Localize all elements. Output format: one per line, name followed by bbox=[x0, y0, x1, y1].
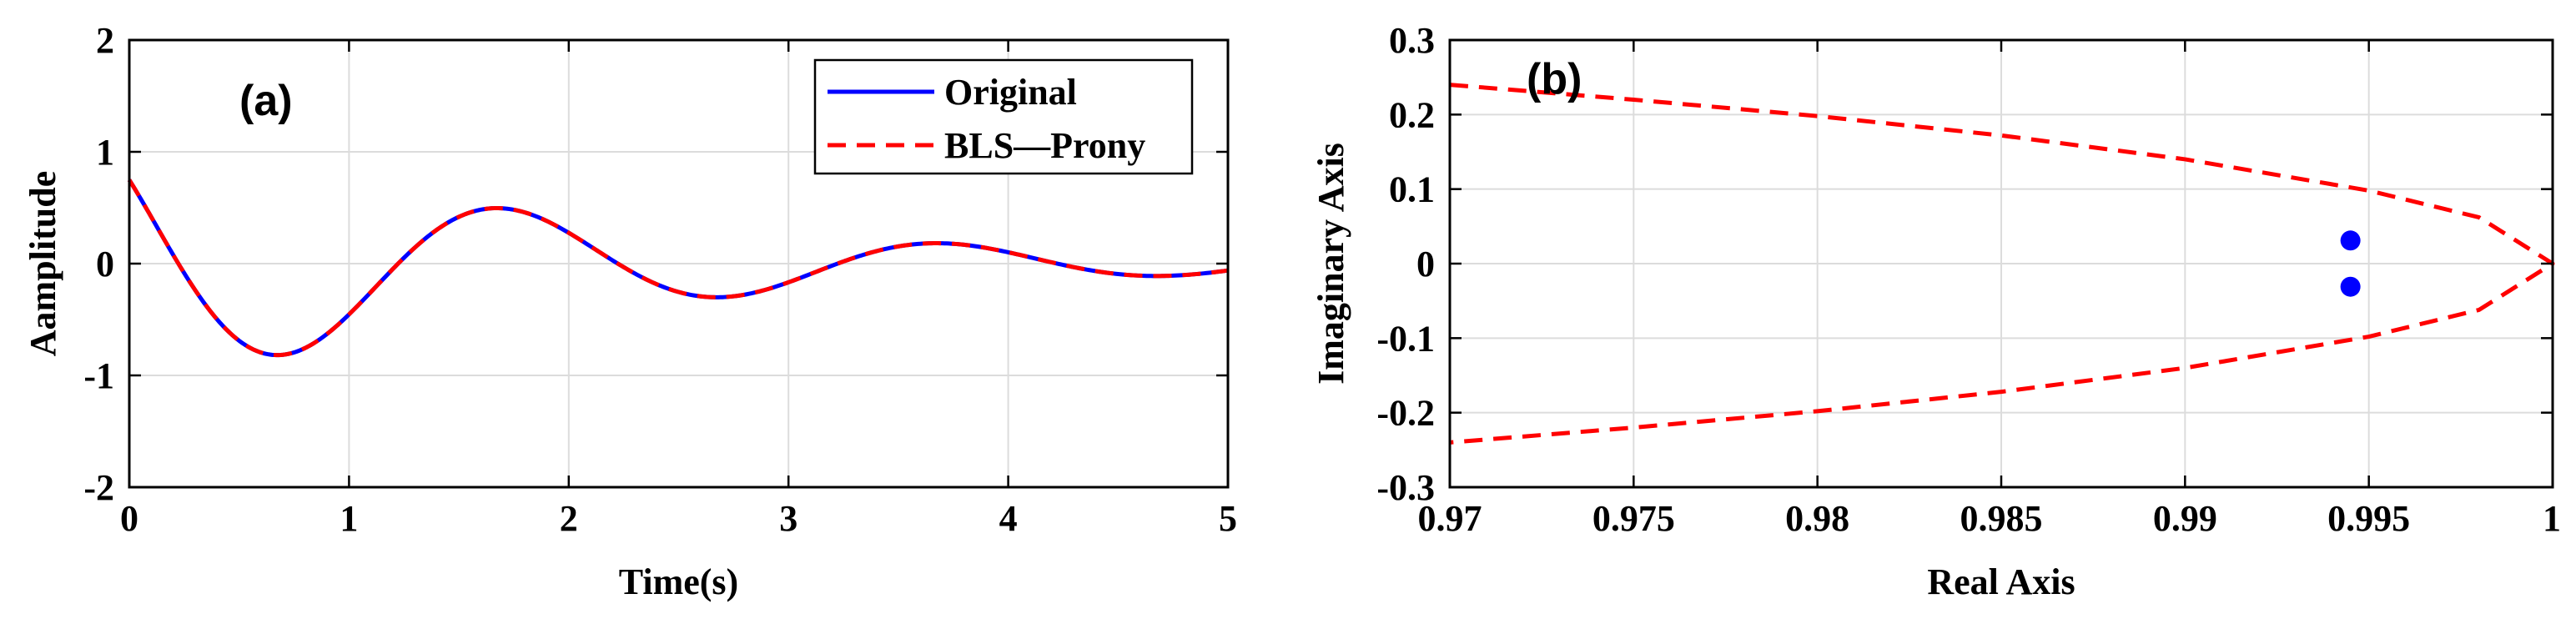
chart-a-x-axis-label: Time(s) bbox=[619, 561, 738, 602]
legend-label-original: Original bbox=[944, 72, 1077, 113]
y-tick-label: -0.2 bbox=[1376, 393, 1435, 434]
y-tick-label: 0.3 bbox=[1389, 20, 1435, 61]
x-tick-label: 0.99 bbox=[2153, 498, 2217, 539]
x-tick-label: 0.97 bbox=[1418, 498, 1482, 539]
chart-a: 0 1 2 3 4 5 -2 -1 0 1 2 (a) Time(s) Aamplitude Ori… bbox=[23, 20, 1237, 602]
x-tick-label: 3 bbox=[779, 498, 797, 539]
chart-b-points bbox=[2340, 230, 2361, 297]
chart-a-series bbox=[127, 179, 1229, 358]
y-tick-label: -0.3 bbox=[1376, 467, 1435, 508]
y-tick-label: 0.2 bbox=[1389, 94, 1435, 135]
pole-point bbox=[2340, 276, 2361, 297]
x-tick-label: 5 bbox=[1219, 498, 1237, 539]
y-tick-label: 0 bbox=[96, 244, 114, 284]
chart-b-grid bbox=[1449, 39, 2553, 488]
legend-label-bls-prony: BLS—Prony bbox=[944, 125, 1145, 166]
chart-a-ticks: 0 1 2 3 4 5 -2 -1 0 1 2 bbox=[83, 20, 1237, 539]
y-tick-label: 1 bbox=[96, 132, 114, 173]
chart-b: 0.97 0.975 0.98 0.985 0.99 0.995 1 -0.3 -0.2 -0.1… bbox=[1311, 20, 2561, 602]
x-tick-label: 0.975 bbox=[1592, 498, 1675, 539]
chart-a-y-axis-label: Aamplitude bbox=[23, 171, 63, 356]
x-tick-label: 0.985 bbox=[1960, 498, 2043, 539]
y-tick-label: 2 bbox=[96, 20, 114, 61]
y-tick-label: -2 bbox=[83, 467, 114, 508]
x-tick-label: 1 bbox=[340, 498, 358, 539]
x-tick-label: 1 bbox=[2543, 498, 2561, 539]
chart-a-panel-label: (a) bbox=[239, 77, 293, 125]
series-line-original bbox=[127, 179, 1229, 358]
chart-a-legend-box bbox=[813, 58, 1194, 175]
chart-b-x-axis-label: Real Axis bbox=[1927, 561, 2075, 602]
chart-b-panel-label: (b) bbox=[1527, 55, 1582, 103]
series-line-bls-prony bbox=[127, 179, 1229, 358]
x-tick-label: 0.995 bbox=[2327, 498, 2410, 539]
pole-point bbox=[2340, 230, 2361, 251]
x-tick-label: 0.98 bbox=[1785, 498, 1849, 539]
x-tick-label: 0 bbox=[120, 498, 138, 539]
x-tick-label: 2 bbox=[560, 498, 578, 539]
chart-b-y-axis-label: Imaginary Axis bbox=[1311, 143, 1351, 385]
x-tick-label: 4 bbox=[999, 498, 1018, 539]
y-tick-label: 0 bbox=[1416, 244, 1435, 284]
y-tick-label: -1 bbox=[83, 355, 114, 396]
y-tick-label: 0.1 bbox=[1389, 169, 1435, 210]
chart-b-ticks: 0.97 0.975 0.98 0.985 0.99 0.995 1 -0.3 -0.2 -0.1… bbox=[1376, 20, 2561, 539]
y-tick-label: -0.1 bbox=[1376, 318, 1435, 359]
chart-a-legend: Original BLS—Prony bbox=[813, 58, 1194, 175]
